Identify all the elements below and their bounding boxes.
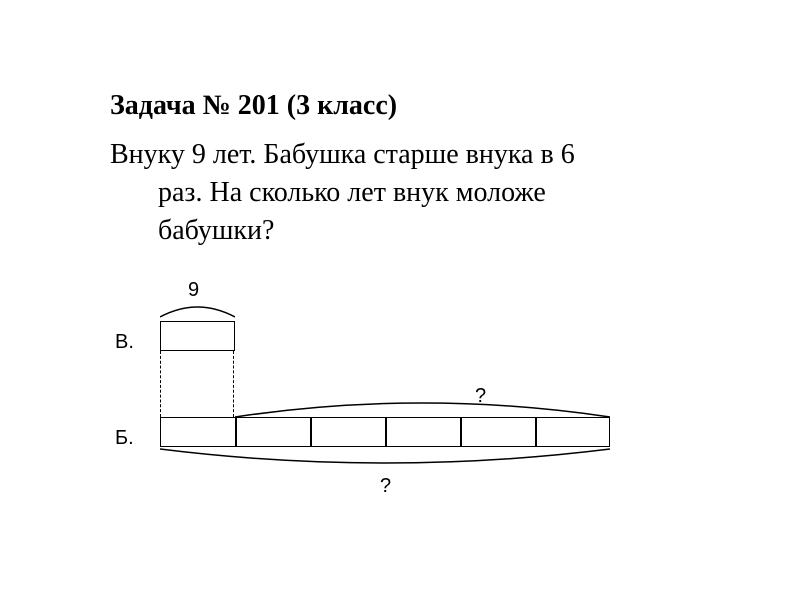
problem-text: Внуку 9 лет. Бабушка старше внука в 6 ра… — [110, 136, 720, 249]
value-label-9: 9 — [188, 279, 199, 302]
bar-tick — [235, 417, 237, 447]
bar-tick — [535, 417, 537, 447]
question-mark-total: ? — [380, 475, 391, 498]
bar-tick — [310, 417, 312, 447]
brace-bottom-icon — [160, 447, 610, 469]
bar-diagram: 9 В. ? Б. ? — [100, 279, 700, 499]
problem-title: Задача № 201 (3 класс) — [110, 90, 720, 122]
row-label-grandson: В. — [115, 331, 134, 354]
bar-tick — [385, 417, 387, 447]
bar-tick — [460, 417, 462, 447]
brace-top-icon — [160, 303, 235, 319]
bar-grandson — [160, 321, 235, 351]
brace-middle-icon — [235, 397, 610, 419]
dashed-guide-left — [160, 351, 161, 417]
question-mark-difference: ? — [475, 385, 486, 408]
row-label-grandmother: Б. — [115, 427, 134, 450]
problem-line-1: Внуку 9 лет. Бабушка старше внука в 6 — [110, 136, 720, 174]
problem-line-3: бабушки? — [110, 212, 720, 250]
dashed-guide-right — [233, 351, 234, 417]
problem-line-2: раз. На сколько лет внук моложе — [110, 174, 720, 212]
